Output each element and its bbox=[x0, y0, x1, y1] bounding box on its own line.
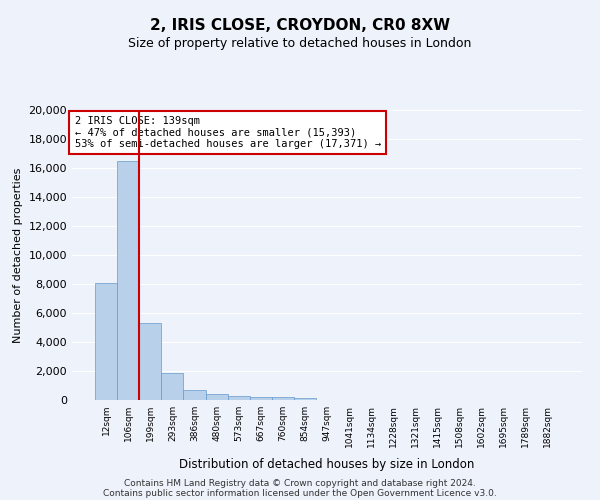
Text: Contains public sector information licensed under the Open Government Licence v3: Contains public sector information licen… bbox=[103, 488, 497, 498]
Text: Contains HM Land Registry data © Crown copyright and database right 2024.: Contains HM Land Registry data © Crown c… bbox=[124, 478, 476, 488]
Bar bbox=[95, 282, 117, 400]
Bar bbox=[294, 398, 316, 400]
Bar bbox=[206, 394, 227, 400]
Bar bbox=[139, 323, 161, 400]
Y-axis label: Number of detached properties: Number of detached properties bbox=[13, 168, 23, 342]
Bar bbox=[272, 397, 294, 400]
Bar bbox=[161, 373, 184, 400]
Text: 2 IRIS CLOSE: 139sqm
← 47% of detached houses are smaller (15,393)
53% of semi-d: 2 IRIS CLOSE: 139sqm ← 47% of detached h… bbox=[74, 116, 381, 149]
Bar bbox=[227, 396, 250, 400]
Bar bbox=[250, 396, 272, 400]
Text: 2, IRIS CLOSE, CROYDON, CR0 8XW: 2, IRIS CLOSE, CROYDON, CR0 8XW bbox=[150, 18, 450, 32]
Text: Size of property relative to detached houses in London: Size of property relative to detached ho… bbox=[128, 38, 472, 51]
Bar bbox=[184, 390, 206, 400]
X-axis label: Distribution of detached houses by size in London: Distribution of detached houses by size … bbox=[179, 458, 475, 471]
Bar bbox=[117, 161, 139, 400]
